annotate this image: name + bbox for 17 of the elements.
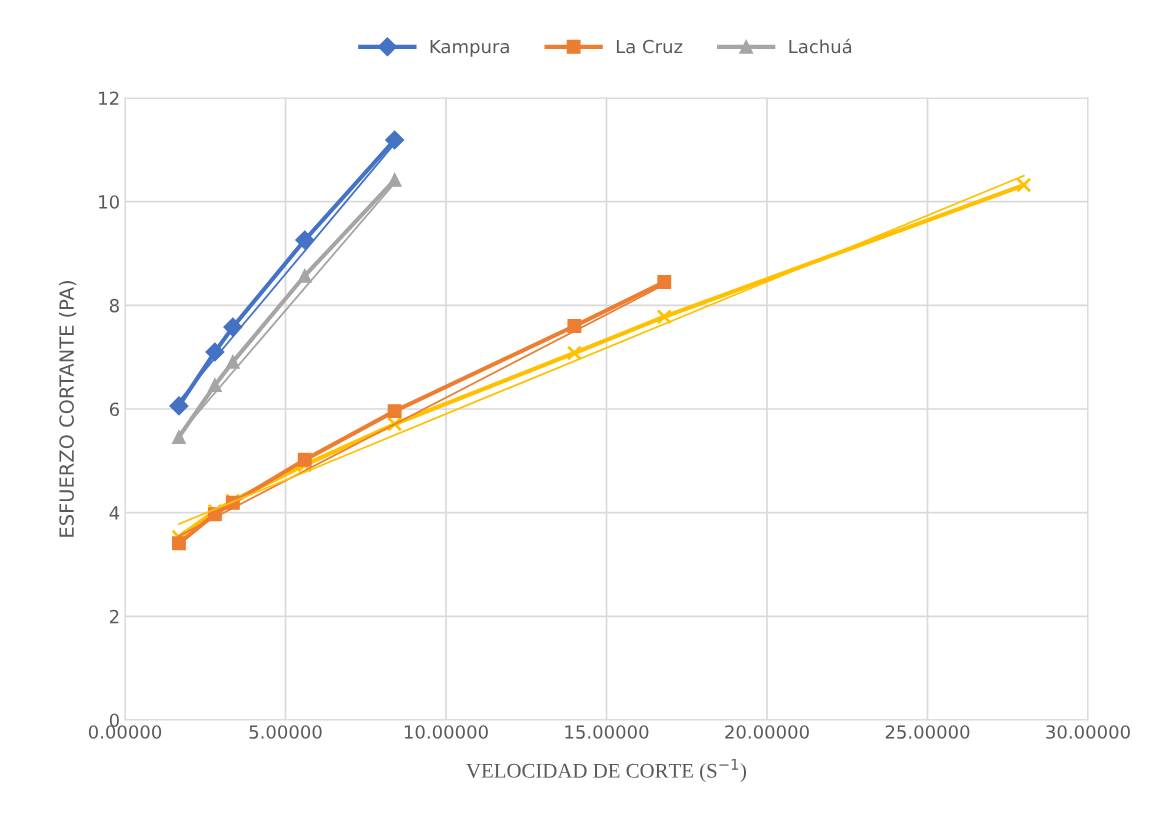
y-axis-title: ESFUERZO CORTANTE (PA) [58,281,77,537]
legend-label: Kampura [430,39,509,57]
x-tick-label: 10.00000 [404,725,488,739]
legend-label: La Cruz [616,39,683,54]
x-tick-label: 5.00000 [249,725,322,739]
y-tick-label: 4 [109,506,120,520]
legend-label: Lachuá [789,38,852,54]
x-axis-title: VELOCIDAD DE CORTE (S$^{−1}$) [466,759,746,783]
y-tick-label: 2 [109,609,119,624]
y-tick-label: 10 [99,195,119,209]
x-tick-label: 30.00000 [1046,725,1130,739]
x-tick-label: 15.00000 [565,725,649,739]
y-tick-label: 12 [99,91,119,105]
x-tick-label: 20.00000 [725,725,809,739]
x-tick-label: 25.00000 [885,725,970,739]
y-tick-label: 6 [109,402,119,417]
y-tick-label: 8 [109,298,119,313]
